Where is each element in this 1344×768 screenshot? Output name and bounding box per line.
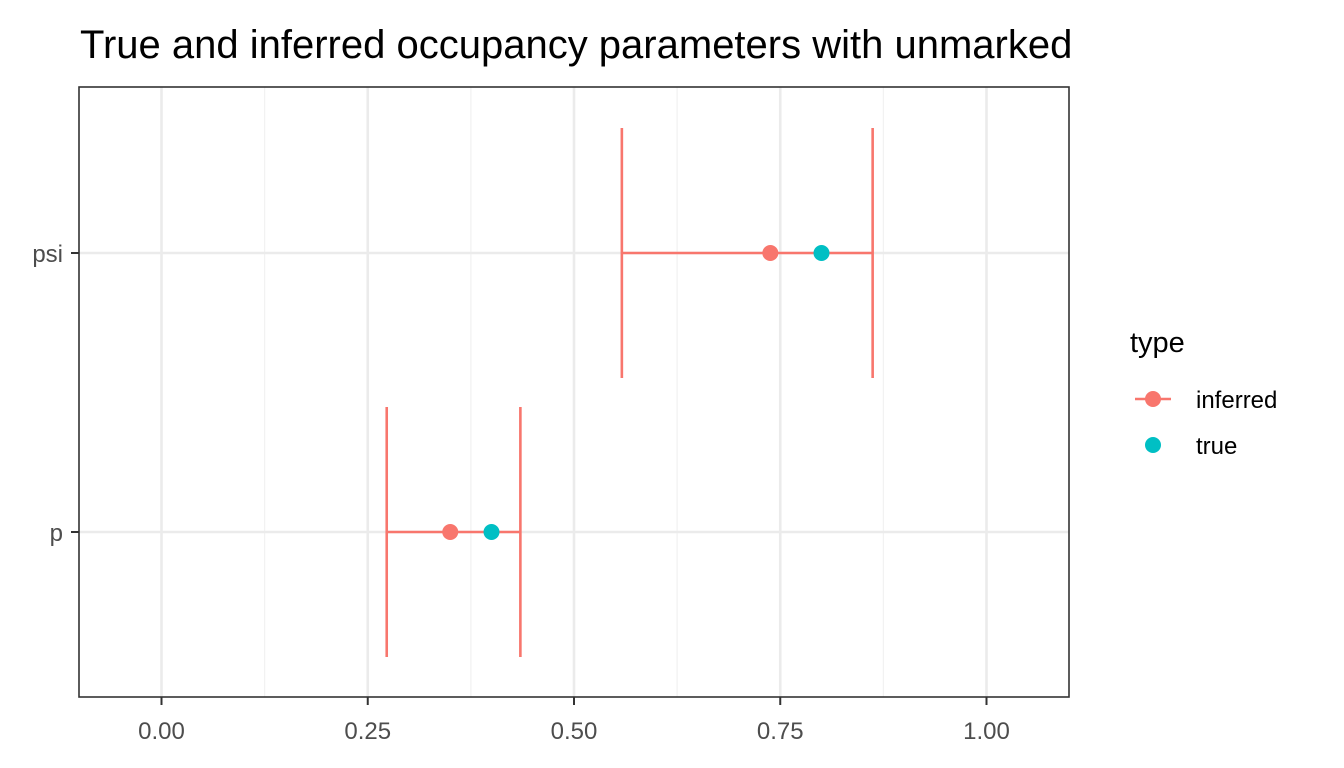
x-tick-label: 0.00 [138,718,185,745]
y-axis: psi p [32,241,79,547]
legend-label: true [1196,433,1237,460]
x-tick-label: 0.75 [757,718,804,745]
point-true-psi [813,245,830,261]
grid [79,87,1069,697]
legend-item-true: true [1145,433,1237,460]
legend-title: type [1130,327,1185,359]
x-axis: 0.00 0.25 0.50 0.75 1.00 [138,697,1010,745]
x-tick-label: 1.00 [963,718,1010,745]
legend-key-point [1145,437,1161,453]
y-tick-label-p: p [50,520,63,547]
legend-key-point [1145,391,1161,407]
chart-title: True and inferred occupancy parameters w… [80,23,1072,67]
data-marks [385,128,874,657]
x-tick-label: 0.25 [344,718,391,745]
y-tick-label-psi: psi [32,241,63,268]
legend-item-inferred: inferred [1135,387,1277,414]
legend: type inferred true [1130,327,1277,460]
x-tick-label: 0.50 [551,718,598,745]
point-inferred-p [442,524,459,540]
legend-label: inferred [1196,387,1277,414]
point-true-p [483,524,500,540]
point-inferred-psi [762,245,779,261]
